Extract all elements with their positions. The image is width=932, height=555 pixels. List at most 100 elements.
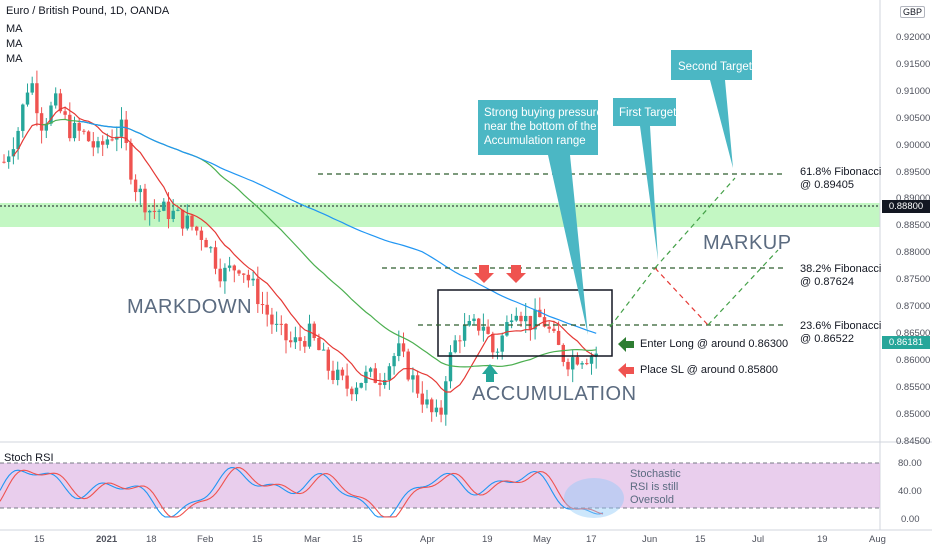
markup-label: MARKUP xyxy=(703,232,792,254)
price-tick: 0.89000 xyxy=(896,193,931,205)
stoch-rsi-label: Stoch RSI xyxy=(4,452,54,464)
buying-pressure-callout: Strong buying pressure near the bottom o… xyxy=(478,100,603,335)
candlestick-series xyxy=(2,70,598,426)
price-tick: 0.86500 xyxy=(896,327,931,339)
candle-body xyxy=(491,333,495,353)
candle-body xyxy=(387,366,392,381)
enter-long-label: Enter Long @ around 0.86300 xyxy=(640,338,789,350)
candle-body xyxy=(467,321,471,326)
price-tick: 0.89500 xyxy=(896,166,931,178)
price-tick: 0.90500 xyxy=(896,112,931,124)
candle-body xyxy=(176,209,180,211)
candle-body xyxy=(430,399,434,413)
candle-body xyxy=(439,407,443,415)
candle-body xyxy=(448,352,453,382)
candle-body xyxy=(35,83,39,114)
candle-body xyxy=(458,340,462,342)
candle-body xyxy=(486,326,490,334)
price-tick: 0.90000 xyxy=(896,139,931,151)
candle-body xyxy=(571,357,575,370)
fib-382-value: @ 0.87624 xyxy=(800,276,854,288)
stoch-rsi-lines xyxy=(0,467,604,518)
candle-body xyxy=(129,142,133,180)
candle-body xyxy=(594,353,598,357)
accumulation-box xyxy=(437,289,613,357)
candle-body xyxy=(293,337,298,343)
candle-body xyxy=(397,343,401,357)
fib-382-title: 38.2% Fibonacci xyxy=(800,263,882,275)
candle-body xyxy=(401,343,406,352)
ma-fast-line xyxy=(12,106,597,393)
candle-body xyxy=(195,226,199,231)
candle-body xyxy=(350,388,354,395)
candle-body xyxy=(11,149,16,157)
candle-body xyxy=(157,210,161,212)
resistance-price-badge: 0.88800 xyxy=(882,200,930,213)
candle-body xyxy=(514,315,518,321)
candle-body xyxy=(519,315,523,322)
candle-body xyxy=(392,356,396,367)
candle-body xyxy=(538,309,542,318)
time-tick: Jun xyxy=(642,534,658,545)
candle-body xyxy=(63,111,67,115)
callout-line-2: near the bottom of the xyxy=(484,121,597,133)
candle-body xyxy=(547,326,551,329)
candle-body xyxy=(444,381,448,415)
time-tick: 19 xyxy=(482,534,493,545)
accumulation-label: ACCUMULATION xyxy=(472,383,637,405)
ma-label-2: MA xyxy=(6,38,23,50)
currency-badge: GBP xyxy=(900,6,926,18)
rsi-note-line-1: Stochastic xyxy=(630,468,681,480)
fib-236-value: @ 0.86522 xyxy=(800,333,854,345)
rsi-tick-0: 0.00 xyxy=(901,514,920,525)
rsi-tick-40: 40.00 xyxy=(898,486,922,497)
candle-body xyxy=(68,114,72,139)
candle-body xyxy=(213,247,218,269)
first-target-label: First Target xyxy=(619,107,677,119)
place-sl-label: Place SL @ around 0.85800 xyxy=(640,364,778,376)
candle-body xyxy=(580,363,584,365)
second-target-label: Second Target xyxy=(678,61,753,73)
candle-body xyxy=(143,188,147,213)
rsi-tick-80: 80.00 xyxy=(898,458,922,469)
candle-body xyxy=(462,325,467,341)
candle-body xyxy=(345,375,349,389)
fib-236-title: 23.6% Fibonacci xyxy=(800,320,882,332)
price-tick: 0.88000 xyxy=(896,247,931,259)
candle-body xyxy=(317,338,321,351)
candle-body xyxy=(533,309,537,330)
projection-target-2 xyxy=(654,177,736,269)
candle-body xyxy=(495,351,500,353)
candle-body xyxy=(91,141,95,148)
candle-body xyxy=(110,139,114,141)
time-tick: Feb xyxy=(197,534,214,545)
candle-body xyxy=(368,368,373,372)
time-tick: Jul xyxy=(752,534,765,545)
price-tick: 0.87500 xyxy=(896,274,931,286)
ma-label-1: MA xyxy=(6,23,23,35)
stoch-rsi-d-line xyxy=(0,467,604,518)
time-tick: 15 xyxy=(252,534,263,545)
candle-body xyxy=(246,274,251,281)
candle-body xyxy=(415,375,420,394)
candle-body xyxy=(303,341,307,347)
oversold-highlight xyxy=(564,478,624,518)
ma-label-3: MA xyxy=(6,53,23,65)
time-tick: Mar xyxy=(304,534,321,545)
candle-body xyxy=(383,380,387,385)
candle-body xyxy=(16,130,20,150)
stop-loss-arrow xyxy=(618,363,634,378)
candle-body xyxy=(218,268,222,282)
candle-body xyxy=(119,119,124,137)
candle-body xyxy=(552,328,556,331)
time-tick: May xyxy=(533,534,551,545)
candle-body xyxy=(477,318,481,331)
price-tick: 0.88500 xyxy=(896,220,931,232)
resistance-zone xyxy=(0,203,880,227)
candle-body xyxy=(223,267,227,282)
candle-body xyxy=(472,318,476,322)
candle-body xyxy=(58,93,63,112)
candle-body xyxy=(373,368,377,383)
